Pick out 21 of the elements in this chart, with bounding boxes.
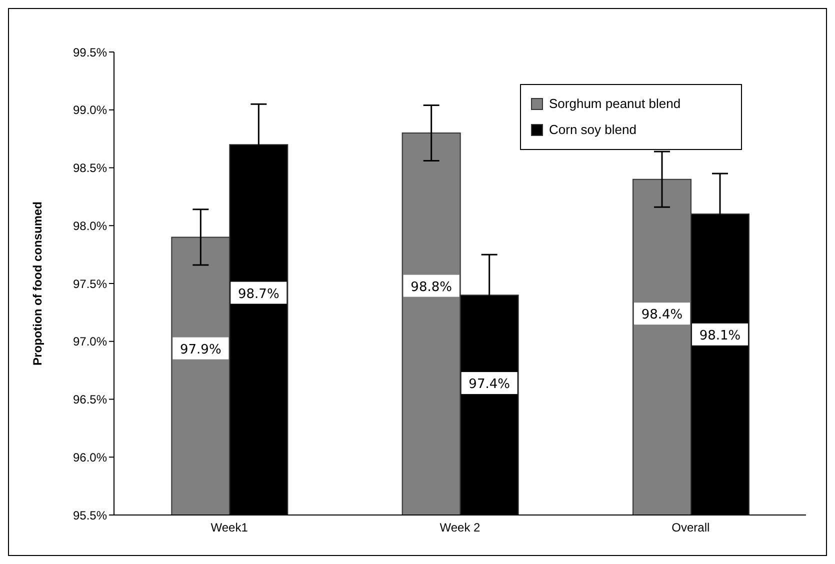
- data-label: 97.4%: [468, 377, 510, 392]
- x-tick-label: Week1: [210, 520, 248, 535]
- data-label: 98.7%: [238, 286, 280, 302]
- y-tick-label: 97.0%: [72, 334, 108, 349]
- y-axis-title: Propotion of food consumed: [30, 202, 44, 366]
- y-tick-label: 99.0%: [72, 103, 108, 118]
- y-tick-label: 98.5%: [72, 161, 108, 176]
- y-tick-label: 99.5%: [72, 45, 108, 60]
- x-tick-label: Overall: [672, 520, 710, 535]
- legend-label: Corn soy blend: [549, 121, 636, 139]
- y-tick-label: 98.0%: [72, 218, 108, 233]
- y-tick-label: 96.0%: [72, 450, 108, 464]
- y-tick-label: 95.5%: [72, 508, 108, 522]
- legend-label: Sorghum peanut blend: [549, 95, 681, 113]
- data-label: 98.8%: [410, 280, 452, 295]
- data-label: 98.1%: [699, 328, 741, 344]
- y-tick-label: 96.5%: [72, 392, 108, 407]
- x-tick-label: Week 2: [440, 520, 481, 535]
- data-label: 98.4%: [641, 308, 683, 323]
- data-label: 97.9%: [180, 342, 222, 358]
- y-tick-label: 97.5%: [72, 276, 108, 291]
